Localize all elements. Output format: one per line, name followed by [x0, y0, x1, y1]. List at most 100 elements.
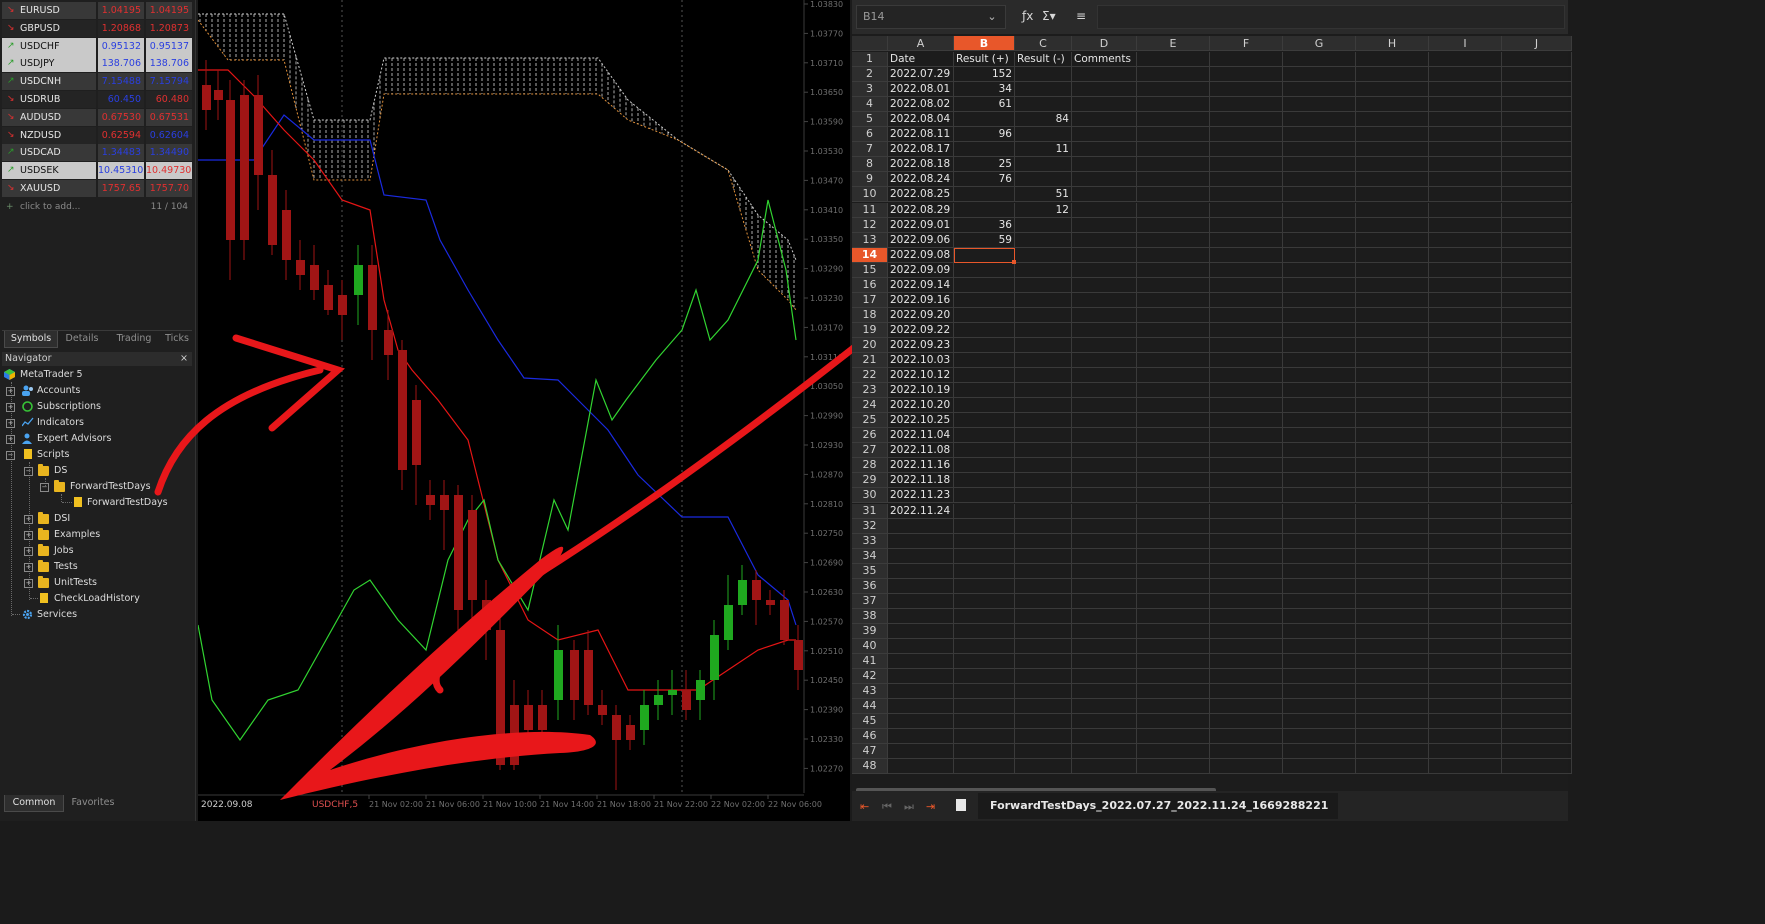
grid-cell[interactable]: 2022.08.24	[888, 172, 954, 188]
grid-cell[interactable]	[1210, 443, 1283, 459]
grid-cell[interactable]	[1429, 157, 1502, 173]
grid-cell[interactable]	[1210, 217, 1283, 233]
grid-cell[interactable]	[1072, 654, 1137, 669]
grid-cell[interactable]	[1356, 473, 1429, 489]
grid-cell[interactable]	[1137, 217, 1210, 233]
grid-cell[interactable]	[954, 548, 1015, 564]
grid-cell[interactable]	[1283, 443, 1356, 459]
grid-cell[interactable]: 152	[954, 67, 1015, 83]
grid-cell[interactable]: 2022.08.18	[888, 157, 954, 173]
grid-cell[interactable]	[1072, 623, 1137, 639]
row-header[interactable]: 37	[852, 593, 888, 609]
row-header[interactable]: 40	[852, 638, 888, 654]
grid-cell[interactable]	[1015, 744, 1072, 760]
grid-cell[interactable]	[1429, 518, 1502, 534]
grid-cell[interactable]	[1356, 684, 1429, 700]
corner-cell[interactable]	[852, 36, 888, 51]
grid-cell[interactable]	[1015, 262, 1072, 278]
expand-icon[interactable]: +	[24, 579, 33, 588]
grid-cell[interactable]	[1283, 578, 1356, 594]
grid-cell[interactable]	[1015, 322, 1072, 338]
grid-cell[interactable]	[888, 714, 954, 730]
grid-cell[interactable]	[1283, 202, 1356, 218]
grid-cell[interactable]	[1502, 157, 1572, 173]
grid-cell[interactable]	[1356, 187, 1429, 203]
expand-icon[interactable]: +	[24, 531, 33, 540]
sheet-tab[interactable]: ForwardTestDays_2022.07.27_2022.11.24_16…	[978, 793, 1339, 819]
grid-cell[interactable]	[1502, 443, 1572, 459]
grid-cell[interactable]	[1072, 443, 1137, 459]
grid-cell[interactable]	[1283, 368, 1356, 384]
grid-cell[interactable]	[1210, 473, 1283, 489]
grid-cell[interactable]	[1283, 398, 1356, 414]
grid-cell[interactable]	[1283, 217, 1356, 233]
grid-cell[interactable]	[1356, 578, 1429, 594]
grid-cell[interactable]	[1137, 262, 1210, 278]
grid-cell[interactable]	[1356, 157, 1429, 173]
symbol-row[interactable]: ↘ EURUSD 1.04195 1.04195	[2, 2, 192, 19]
grid-cell[interactable]	[1210, 669, 1283, 685]
grid-cell[interactable]	[1210, 608, 1283, 624]
grid-cell[interactable]	[1502, 277, 1572, 293]
row-header[interactable]: 10	[852, 187, 888, 203]
grid-cell[interactable]: 2022.10.19	[888, 383, 954, 399]
grid-cell[interactable]	[1429, 578, 1502, 594]
grid-cell[interactable]	[1502, 247, 1572, 263]
grid-cell[interactable]	[1015, 277, 1072, 293]
grid-cell[interactable]	[1137, 202, 1210, 218]
grid-cell[interactable]	[1502, 337, 1572, 353]
grid-cell[interactable]	[1429, 503, 1502, 519]
symbol-row[interactable]: ↘ NZDUSD 0.62594 0.62604	[2, 126, 192, 144]
grid-cell[interactable]	[1072, 578, 1137, 594]
row-header[interactable]: 48	[852, 759, 888, 775]
row-header[interactable]: 31	[852, 503, 888, 519]
grid-cell[interactable]	[1502, 172, 1572, 188]
grid-cell[interactable]	[1015, 413, 1072, 429]
grid-cell[interactable]	[1137, 398, 1210, 414]
row-header[interactable]: 32	[852, 518, 888, 534]
grid-cell[interactable]	[954, 187, 1015, 203]
grid-cell[interactable]	[1210, 337, 1283, 353]
chart-canvas[interactable]: 1.03830 1.03770 1.03710 1.03650 1.03590 1.035…	[198, 0, 850, 821]
column-header[interactable]: E	[1137, 36, 1210, 51]
grid-cell[interactable]: 61	[954, 97, 1015, 113]
grid-cell[interactable]	[1137, 518, 1210, 534]
grid-cell[interactable]	[1137, 172, 1210, 188]
grid-cell[interactable]	[1283, 548, 1356, 564]
grid-cell[interactable]	[1137, 67, 1210, 83]
column-header[interactable]: C	[1015, 36, 1072, 51]
grid-cell[interactable]	[1283, 322, 1356, 338]
grid-cell[interactable]	[1502, 578, 1572, 594]
grid-cell[interactable]: 2022.11.24	[888, 503, 954, 519]
grid-cell[interactable]	[954, 608, 1015, 624]
grid-cell[interactable]	[1072, 262, 1137, 278]
row-header[interactable]: 24	[852, 398, 888, 414]
grid-cell[interactable]	[1072, 518, 1137, 534]
symbol-row[interactable]: ↗ USDSEK 10.45310 10.49730	[2, 162, 192, 180]
grid-cell[interactable]	[1283, 518, 1356, 534]
grid-cell[interactable]	[1210, 142, 1283, 158]
grid-cell[interactable]	[1210, 247, 1283, 263]
grid-cell[interactable]	[1015, 503, 1072, 519]
grid-cell[interactable]: 2022.07.29	[888, 67, 954, 83]
grid-cell[interactable]	[1072, 699, 1137, 715]
expand-icon[interactable]: +	[6, 387, 15, 396]
horizontal-scrollbar[interactable]	[856, 788, 1216, 793]
grid-cell[interactable]	[1137, 503, 1210, 519]
grid-cell[interactable]	[1429, 127, 1502, 143]
row-header[interactable]: 27	[852, 443, 888, 459]
grid-cell[interactable]	[1015, 699, 1072, 715]
grid-cell[interactable]	[1072, 67, 1137, 83]
grid-cell[interactable]	[1283, 262, 1356, 278]
grid-cell[interactable]	[1502, 714, 1572, 730]
grid-cell[interactable]: 2022.08.29	[888, 202, 954, 218]
grid-cell[interactable]: 2022.10.20	[888, 398, 954, 414]
grid-cell[interactable]	[1429, 593, 1502, 609]
add-sheet-icon[interactable]	[956, 799, 966, 811]
grid-cell[interactable]	[1283, 97, 1356, 113]
grid-cell[interactable]	[1210, 488, 1283, 504]
row-header[interactable]: 5	[852, 112, 888, 128]
grid-cell[interactable]	[1283, 187, 1356, 203]
grid-cell[interactable]	[1015, 428, 1072, 444]
first-sheet-icon[interactable]: ⇤	[860, 800, 870, 813]
